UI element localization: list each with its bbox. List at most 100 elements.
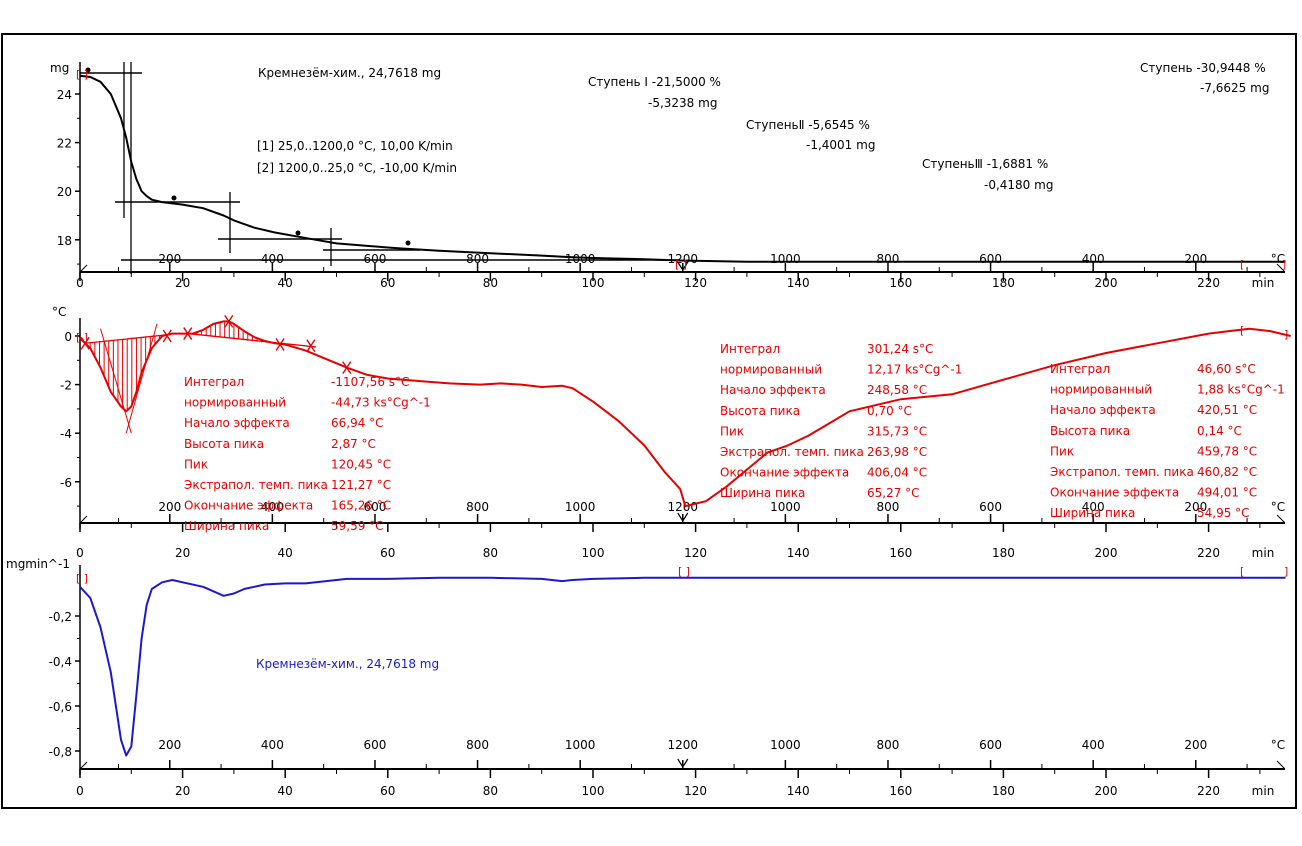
y-tick-label: 20 [57,185,72,199]
segment-end-bracket-open: [ [1240,258,1244,271]
mass-step-mass: -1,4001 mg [806,138,875,152]
peak-1-param-value: 121,27 °C [331,478,391,492]
peak-1-param-value: 66,94 °C [331,416,384,430]
peak-3-param-value: 54,95 °C [1197,506,1250,520]
x-temp-unit-label: °C [1271,500,1285,514]
y-tick-label: -0,4 [49,655,72,669]
x-min-tick-label: 40 [278,784,293,798]
x-min-tick-label: 200 [1095,276,1118,290]
peak-2-param-value: 301,24 s°C [867,342,933,356]
peak-3-param-label: Ширина пика [1050,506,1135,520]
segment-turnaround-marker [677,261,689,272]
x-temp-tick-label: 200 [1184,738,1207,752]
x-min-tick-label: 20 [175,276,190,290]
axis-corner-mark [79,515,88,524]
peak-2-param-label: Интеграл [720,342,780,356]
peak-1-param-label: Начало эффекта [184,416,290,430]
peak-2-param-value: 0,70 °C [867,404,912,418]
segment-end-bracket-close: ] [1282,258,1286,271]
peak-3-param-label: Начало эффекта [1050,403,1156,417]
dta-peak-marker [183,327,193,340]
peak-1-param-label: Экстрапол. темп. пика [184,478,328,492]
dta-end-bracket-open: [ [1240,324,1244,337]
x-min-tick-label: 40 [278,276,293,290]
x-min-tick-label: 60 [380,784,395,798]
tg-sample-label: Кремнезём-хим., 24,7618 mg [258,66,441,80]
dta-peak-marker [162,329,172,343]
peak-2-param-label: нормированный [720,363,822,377]
y-tick-label: 22 [57,137,72,151]
x-temp-tick-label: 1200 [668,500,699,514]
x-min-unit-label: min [1252,546,1275,560]
dta-peak-marker [80,336,90,350]
peak-1-param-value: 165,26 °C [331,499,391,513]
peak-3-param-value: 46,60 s°C [1197,362,1256,376]
peak-3-param-label: Высота пика [1050,424,1130,438]
peak-2-param-value: 12,17 ks°Cg^-1 [867,363,962,377]
y-tick-label: -6 [60,476,72,490]
x-temp-tick-label: 800 [877,252,900,266]
peak-2-param-value: 65,27 °C [867,486,920,500]
x-temp-tick-label: 200 [158,738,181,752]
step-marker [85,67,91,73]
x-temp-unit-label: °C [1271,738,1285,752]
x-temp-tick-label: 600 [364,500,387,514]
x-temp-tick-label: 600 [364,252,387,266]
x-temp-tick-label: 200 [158,500,181,514]
x-min-tick-label: 80 [483,276,498,290]
x-min-tick-label: 220 [1197,276,1220,290]
segment-turnaround-marker [677,758,689,769]
peak-2-param-value: 315,73 °C [867,424,927,438]
peak-2-param-value: 248,58 °C [867,383,927,397]
y-tick-label: -0,6 [49,700,72,714]
segment-turnaround-marker [677,512,689,523]
y-axis-unit-label: °C [52,305,66,319]
peak-2-param-value: 263,98 °C [867,445,927,459]
peak-1-param-label: Окончание эффекта [184,499,313,513]
x-temp-tick-label: 800 [877,738,900,752]
x-temp-tick-label: 200 [1184,500,1207,514]
peak-2-param-label: Экстрапол. темп. пика [720,445,864,459]
axis-corner-mark [79,761,88,770]
panel-dtg: mgmin^-1 -0,2 -0,4 -0,6 -0,8 0 20 40 60 80 100 120 1… [6,557,1288,798]
peak-3-param-label: Экстрапол. темп. пика [1050,465,1194,479]
x-min-tick-label: 200 [1095,784,1118,798]
x-min-tick-label: 160 [889,276,912,290]
x-temp-tick-label: 800 [466,500,489,514]
peak-3-param-label: Пик [1050,444,1074,458]
peak-1-param-value: 120,45 °C [331,457,391,471]
mass-step-mass: -7,6625 mg [1200,81,1269,95]
x-min-tick-label: 100 [582,784,605,798]
mass-step-label: Ступень Ⅰ -21,5000 % [588,75,721,89]
peak-3-param-value: 0,14 °C [1197,424,1242,438]
x-temp-tick-label: 600 [364,738,387,752]
x-min-tick-label: 180 [992,546,1015,560]
x-temp-tick-label: 1000 [770,252,801,266]
x-min-tick-label: 160 [889,784,912,798]
dta-peak-marker [224,315,234,328]
peak-1-param-label: нормированный [184,396,286,410]
x-temp-tick-label: 400 [261,500,284,514]
segment-start-bracket: [ ] [76,68,88,81]
peak-2-param-label: Окончание эффекта [720,466,849,480]
y-axis-unit-label: mg [50,61,69,75]
step-marker [405,240,411,246]
peak-1-param-value: 2,87 °C [331,437,376,451]
step-marker [295,230,301,236]
y-tick-label: 24 [57,88,72,102]
peak-1-param-label: Интеграл [184,375,244,389]
panel-dta: °C 0 -2 -4 -6 0 20 40 60 80 100 120 140 160 180 200 220 m… [52,305,1291,560]
dta-peak-marker [342,361,352,374]
peak-2-param-label: Пик [720,424,744,438]
dta-segment-bracket: [ ] [76,331,88,344]
x-min-tick-label: 180 [992,276,1015,290]
y-tick-label: 18 [57,234,72,248]
y-tick-label: -0,2 [49,610,72,624]
dtg-segment-bracket: [ ] [76,572,88,585]
x-min-tick-label: 220 [1197,546,1220,560]
peak-1-param-value: -44,73 ks°Cg^-1 [331,396,431,410]
x-min-tick-label: 160 [889,546,912,560]
axis-corner-mark [1276,514,1286,524]
peak-2-param-label: Ширина пика [720,486,805,500]
